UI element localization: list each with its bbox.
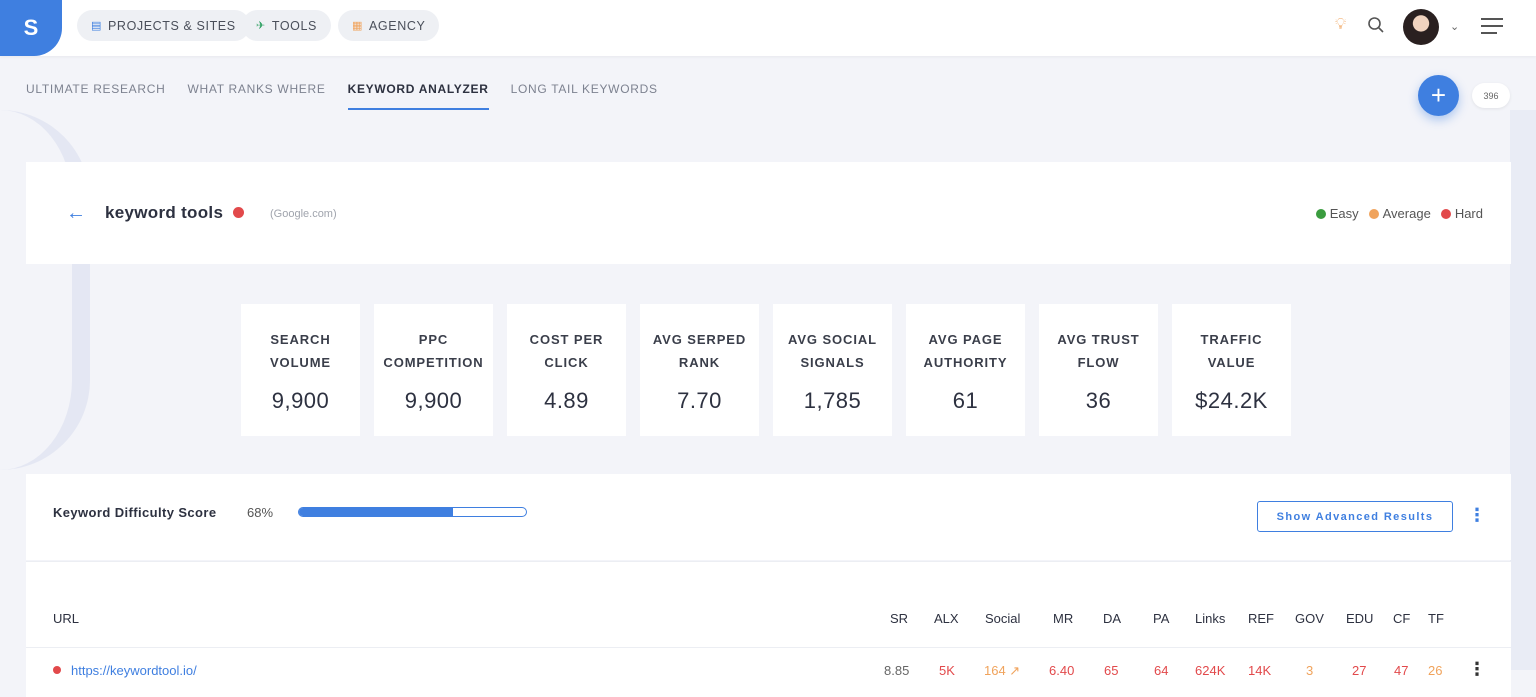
- column-header-da[interactable]: DA: [1103, 611, 1122, 626]
- cell-gov: 3: [1306, 663, 1314, 678]
- keyword-title: keyword tools: [105, 203, 224, 222]
- cell-da: 65: [1104, 663, 1119, 678]
- hamburger-menu-icon[interactable]: [1481, 18, 1503, 34]
- tab-long-tail-keywords[interactable]: LONG TAIL KEYWORDS: [510, 82, 658, 96]
- background-decoration-right: [1510, 110, 1536, 670]
- cell-alx: 5K: [939, 663, 955, 678]
- legend-easy: Easy: [1315, 206, 1359, 221]
- tab-ultimate-research[interactable]: ULTIMATE RESEARCH: [26, 82, 166, 96]
- cell-mr: 6.40: [1049, 663, 1075, 678]
- rocket-icon: ✈: [256, 20, 266, 32]
- table-divider: [26, 647, 1511, 648]
- nav-projects-sites[interactable]: ▤ PROJECTS & SITES: [77, 10, 250, 41]
- nav-agency[interactable]: ▦ AGENCY: [338, 10, 440, 41]
- metric-value: 7.70: [677, 388, 722, 413]
- difficulty-percent: 68%: [247, 505, 274, 520]
- metric-value: 4.89: [544, 388, 589, 413]
- metric-traffic-value: TRAFFIC VALUE $24.2K: [1172, 304, 1291, 436]
- metric-value: $24.2K: [1195, 388, 1268, 413]
- difficulty-progress-bar: [298, 507, 527, 517]
- cell-ref: 14K: [1248, 663, 1272, 678]
- metric-value: 9,900: [271, 388, 330, 413]
- legend-average: Average: [1368, 206, 1431, 221]
- top-bar: S ▤ PROJECTS & SITES ✈ TOOLS ▦ AGENCY 💡︎…: [0, 0, 1536, 56]
- table-row-url-link[interactable]: https://keywordtool.io/: [71, 663, 197, 678]
- briefcase-icon: ▤: [91, 20, 102, 32]
- keyword-header-card: ← keyword tools (Google.com) Easy Averag…: [26, 162, 1511, 264]
- row-more-options-icon[interactable]: ⋮: [1468, 659, 1486, 679]
- avatar[interactable]: [1403, 9, 1439, 45]
- nav-tools[interactable]: ✈ TOOLS: [242, 10, 331, 41]
- legend-hard: Hard: [1440, 206, 1483, 221]
- show-advanced-results-button[interactable]: Show Advanced Results: [1257, 501, 1453, 532]
- column-header-cf[interactable]: CF: [1393, 611, 1411, 626]
- lightbulb-icon[interactable]: 💡︎: [1335, 16, 1347, 33]
- metric-ppc-competition: PPC COMPETITION 9,900: [374, 304, 493, 436]
- back-arrow-icon[interactable]: ←: [66, 202, 86, 224]
- building-icon: ▦: [352, 20, 363, 32]
- column-header-social[interactable]: Social: [985, 611, 1021, 626]
- tab-what-ranks-where[interactable]: WHAT RANKS WHERE: [187, 82, 326, 96]
- difficulty-legend: Easy Average Hard: [1315, 206, 1483, 221]
- metric-value: 61: [952, 388, 979, 413]
- column-header-alx[interactable]: ALX: [934, 611, 959, 626]
- column-header-pa[interactable]: PA: [1153, 611, 1170, 626]
- metric-search-volume: SEARCH VOLUME 9,900: [241, 304, 360, 436]
- column-header-sr[interactable]: SR: [890, 611, 909, 626]
- metric-value: 9,900: [404, 388, 463, 413]
- difficulty-progress-fill: [299, 508, 454, 516]
- cell-cf: 47: [1394, 663, 1409, 678]
- metric-avg-serped-rank: AVG SERPED RANK 7.70: [640, 304, 759, 436]
- difficulty-label: Keyword Difficulty Score: [53, 505, 217, 520]
- metric-value: 36: [1085, 388, 1112, 413]
- more-options-icon[interactable]: ⋮: [1468, 505, 1486, 525]
- difficulty-dot: [53, 666, 61, 674]
- column-header-tf[interactable]: TF: [1428, 611, 1444, 626]
- cell-edu: 27: [1352, 663, 1367, 678]
- difficulty-dot: [233, 207, 244, 218]
- app-logo[interactable]: S: [0, 0, 62, 56]
- metric-avg-social-signals: AVG SOCIAL SIGNALS 1,785: [773, 304, 892, 436]
- metrics-row: SEARCH VOLUME 9,900 PPC COMPETITION 9,900 …: [241, 304, 1291, 436]
- tab-keyword-analyzer[interactable]: KEYWORD ANALYZER: [347, 82, 489, 110]
- nav-label: PROJECTS & SITES: [108, 18, 236, 33]
- column-header-links[interactable]: Links: [1195, 611, 1226, 626]
- column-header-edu[interactable]: EDU: [1346, 611, 1374, 626]
- search-engine-label: (Google.com): [270, 208, 337, 220]
- add-button[interactable]: +: [1418, 75, 1459, 116]
- chevron-down-icon[interactable]: ⌄: [1450, 21, 1460, 33]
- metric-cost-per-click: COST PER CLICK 4.89: [507, 304, 626, 436]
- difficulty-card: Keyword Difficulty Score 68% Show Advanc…: [26, 474, 1511, 560]
- cell-sr: 8.85: [884, 663, 910, 678]
- cell-tf: 26: [1428, 663, 1443, 678]
- results-table: URL SR ALX Social MR DA PA Links REF GOV…: [26, 561, 1511, 697]
- nav-label: AGENCY: [369, 18, 426, 33]
- search-icon[interactable]: [1367, 16, 1385, 39]
- metric-avg-trust-flow: AVG TRUST FLOW 36: [1039, 304, 1158, 436]
- column-header-ref[interactable]: REF: [1248, 611, 1274, 626]
- metric-avg-page-authority: AVG PAGE AUTHORITY 61: [906, 304, 1025, 436]
- metric-value: 1,785: [803, 388, 862, 413]
- cell-pa: 64: [1154, 663, 1169, 678]
- cell-social[interactable]: 164 ↗: [984, 663, 1021, 678]
- cell-links: 624K: [1195, 663, 1226, 678]
- column-header-gov[interactable]: GOV: [1295, 611, 1324, 626]
- nav-label: TOOLS: [271, 18, 317, 33]
- column-header-mr[interactable]: MR: [1053, 611, 1074, 626]
- tab-bar: ULTIMATE RESEARCH WHAT RANKS WHERE KEYWO…: [26, 82, 680, 110]
- count-badge: 396: [1472, 83, 1510, 108]
- column-header-url[interactable]: URL: [53, 611, 80, 626]
